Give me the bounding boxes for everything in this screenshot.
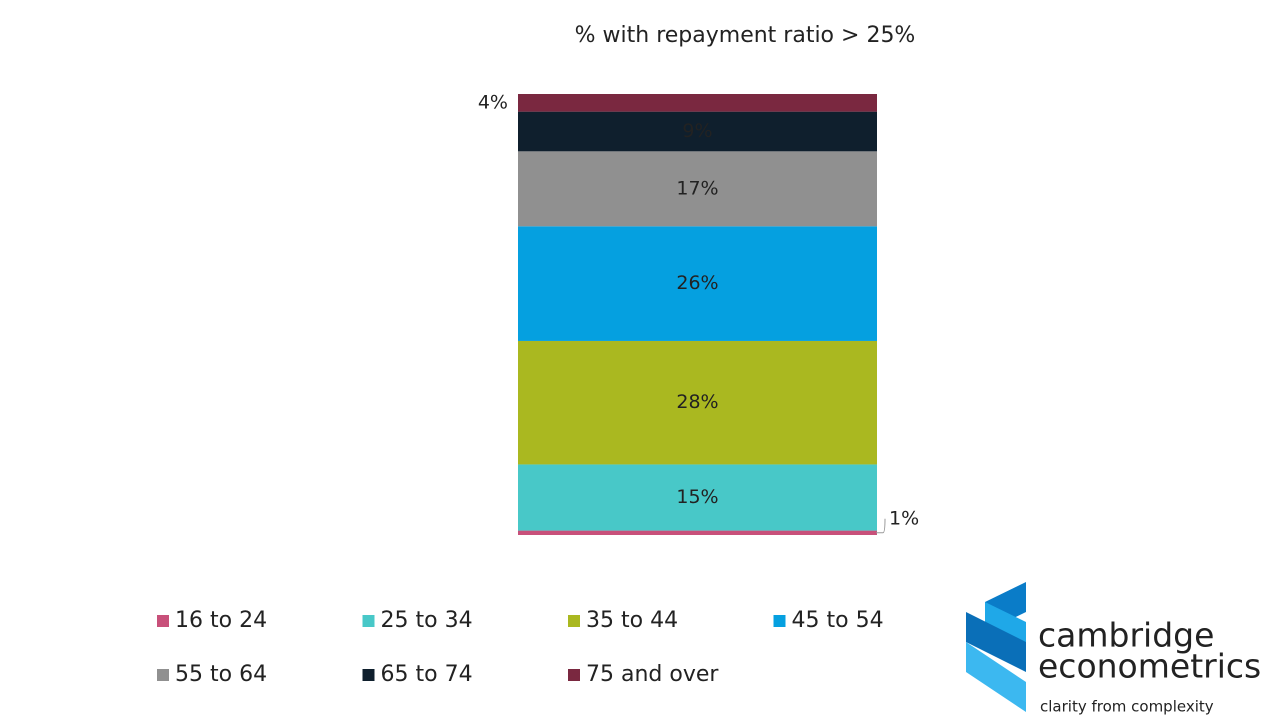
- chart-title: % with repayment ratio > 25%: [575, 23, 916, 48]
- logo-text: econometrics: [1038, 647, 1261, 686]
- legend-label: 55 to 64: [175, 662, 267, 687]
- data-label: 26%: [676, 272, 718, 294]
- data-label: 28%: [676, 391, 718, 413]
- logo-shape: [966, 612, 1026, 672]
- legend-swatch: [157, 615, 169, 627]
- legend-label: 35 to 44: [586, 608, 678, 633]
- legend-swatch: [568, 615, 580, 627]
- bar-segment: [518, 94, 877, 112]
- bar-segment: [518, 464, 877, 531]
- legend-label: 25 to 34: [381, 608, 473, 633]
- legend-swatch: [362, 615, 375, 627]
- leader-line: [876, 518, 886, 534]
- data-label: 15%: [676, 486, 718, 508]
- logo-text: cambridge: [1038, 616, 1214, 655]
- bar-segment: [518, 151, 877, 227]
- bar-segment: [518, 111, 877, 152]
- legend-swatch: [773, 615, 786, 627]
- data-label: 9%: [682, 120, 712, 142]
- logo: cambridge econometrics clarity from comp…: [966, 582, 1261, 716]
- legend-label: 75 and over: [586, 662, 719, 687]
- bar-segment: [518, 340, 877, 465]
- data-label: 4%: [478, 91, 508, 113]
- logo-tagline: clarity from complexity: [1040, 698, 1214, 716]
- legend-label: 65 to 74: [381, 662, 473, 687]
- legend-swatch: [362, 669, 375, 681]
- bar-segment: [518, 530, 877, 535]
- legend-label: 16 to 24: [175, 608, 267, 633]
- logo-shape: [966, 642, 1026, 712]
- legend-swatch: [157, 669, 169, 681]
- bar-segment: [518, 226, 877, 341]
- data-label: 17%: [676, 177, 718, 199]
- legend-label: 45 to 54: [792, 608, 884, 633]
- legend-swatch: [568, 669, 580, 681]
- data-label: 1%: [889, 507, 919, 529]
